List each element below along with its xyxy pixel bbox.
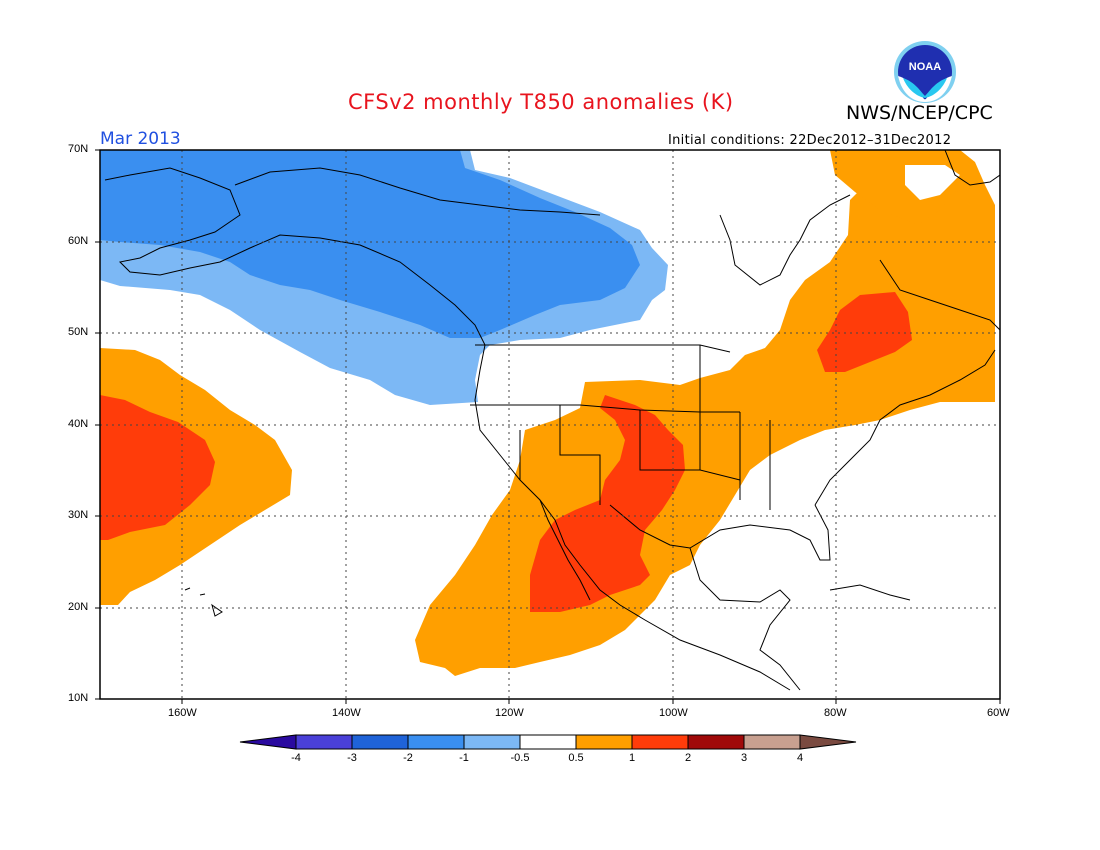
colorbar-label: -1	[459, 752, 469, 764]
anomaly-region-southwest-positive	[530, 395, 685, 612]
noaa-logo: NOAA	[894, 41, 956, 103]
lon-label-160w: 160W	[168, 707, 197, 719]
initial-conditions-label: Initial conditions: 22Dec2012–31Dec2012	[668, 133, 952, 148]
lat-label-40n: 40N	[68, 418, 89, 430]
anomaly-region-quebec-positive	[817, 292, 912, 372]
anomaly-region-pacific-positive	[100, 395, 215, 540]
lat-label-10n: 10N	[68, 692, 89, 704]
org-label: NWS/NCEP/CPC	[846, 102, 993, 124]
grid-lines	[100, 150, 1000, 699]
anomaly-region-negative	[100, 150, 640, 338]
lon-label-140w: 140W	[332, 707, 361, 719]
coastlines	[104, 150, 1000, 691]
colorbar-label: 4	[796, 752, 804, 764]
month-label: Mar 2013	[100, 129, 181, 149]
colorbar-label: -3	[347, 752, 357, 764]
lat-label-30n: 30N	[68, 509, 89, 521]
lat-label-70n: 70N	[68, 143, 89, 155]
lon-label-120w: 120W	[495, 707, 524, 719]
colorbar-label: 2	[684, 752, 692, 764]
logo-text: NOAA	[909, 61, 941, 73]
chart-title: CFSv2 monthly T850 anomalies (K)	[348, 90, 734, 114]
colorbar-label: 0.5	[568, 752, 584, 764]
lon-label-60w: 60W	[987, 707, 1010, 719]
anomaly-region-arctic-notch	[905, 165, 960, 200]
colorbar-label: 1	[628, 752, 636, 764]
lat-label-20n: 20N	[68, 601, 89, 613]
colorbar-label: -0.5	[510, 752, 530, 764]
colorbar-label: -2	[403, 752, 413, 764]
lon-label-80w: 80W	[824, 707, 847, 719]
lat-label-60n: 60N	[68, 235, 89, 247]
lat-label-50n: 50N	[68, 326, 89, 338]
colorbar-label: -4	[291, 752, 301, 764]
colorbar-label: 3	[740, 752, 748, 764]
lon-label-100w: 100W	[659, 707, 688, 719]
